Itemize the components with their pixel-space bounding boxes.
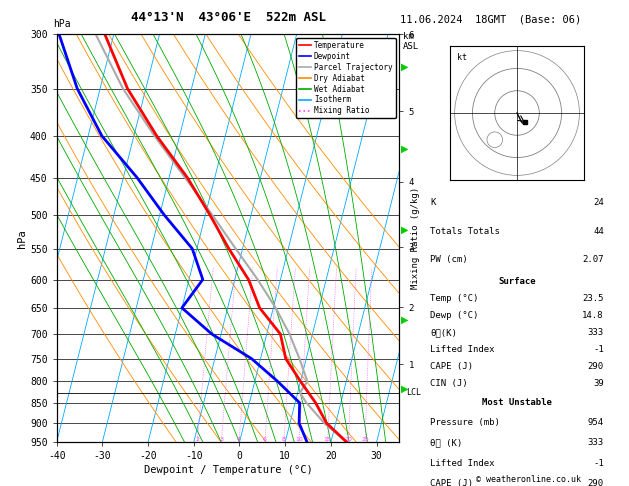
Text: CIN (J): CIN (J) bbox=[430, 379, 468, 388]
Text: Dewp (°C): Dewp (°C) bbox=[430, 311, 479, 320]
Text: 290: 290 bbox=[587, 479, 604, 486]
Text: Surface: Surface bbox=[498, 277, 536, 286]
Text: 24: 24 bbox=[593, 198, 604, 207]
Text: 39: 39 bbox=[593, 379, 604, 388]
Text: hPa: hPa bbox=[53, 19, 71, 29]
Text: ▶: ▶ bbox=[401, 143, 408, 153]
Text: ▶: ▶ bbox=[401, 315, 408, 325]
Text: 6: 6 bbox=[263, 437, 267, 442]
Text: -1: -1 bbox=[593, 459, 604, 468]
Text: -1: -1 bbox=[593, 345, 604, 354]
Text: 4: 4 bbox=[237, 437, 241, 442]
X-axis label: Dewpoint / Temperature (°C): Dewpoint / Temperature (°C) bbox=[143, 466, 313, 475]
Text: Lifted Index: Lifted Index bbox=[430, 459, 495, 468]
Text: 14.8: 14.8 bbox=[582, 311, 604, 320]
Text: 333: 333 bbox=[587, 328, 604, 337]
Text: Pressure (mb): Pressure (mb) bbox=[430, 418, 500, 427]
Text: 23.5: 23.5 bbox=[582, 294, 604, 303]
Text: 8: 8 bbox=[282, 437, 286, 442]
Text: Temp (°C): Temp (°C) bbox=[430, 294, 479, 303]
Text: 11.06.2024  18GMT  (Base: 06): 11.06.2024 18GMT (Base: 06) bbox=[400, 14, 581, 24]
Text: 3: 3 bbox=[220, 437, 223, 442]
Text: K: K bbox=[430, 198, 436, 207]
Text: 44: 44 bbox=[593, 226, 604, 236]
Text: 290: 290 bbox=[587, 362, 604, 371]
Text: PW (cm): PW (cm) bbox=[430, 255, 468, 264]
Text: 25: 25 bbox=[361, 437, 369, 442]
Text: Most Unstable: Most Unstable bbox=[482, 398, 552, 407]
Text: ▶: ▶ bbox=[401, 225, 408, 235]
Y-axis label: hPa: hPa bbox=[17, 229, 27, 247]
Text: 2.07: 2.07 bbox=[582, 255, 604, 264]
Text: θᴄ (K): θᴄ (K) bbox=[430, 438, 462, 448]
Text: ▶: ▶ bbox=[401, 62, 408, 71]
Text: Lifted Index: Lifted Index bbox=[430, 345, 495, 354]
Text: CAPE (J): CAPE (J) bbox=[430, 362, 473, 371]
Text: kt: kt bbox=[457, 52, 467, 62]
Text: ▶: ▶ bbox=[401, 384, 408, 394]
Text: 954: 954 bbox=[587, 418, 604, 427]
Text: 44°13'N  43°06'E  522m ASL: 44°13'N 43°06'E 522m ASL bbox=[130, 11, 326, 24]
Text: 333: 333 bbox=[587, 438, 604, 448]
Text: θᴄ(K): θᴄ(K) bbox=[430, 328, 457, 337]
Text: CAPE (J): CAPE (J) bbox=[430, 479, 473, 486]
Text: 10: 10 bbox=[295, 437, 303, 442]
Text: 2: 2 bbox=[195, 437, 199, 442]
Legend: Temperature, Dewpoint, Parcel Trajectory, Dry Adiabat, Wet Adiabat, Isotherm, Mi: Temperature, Dewpoint, Parcel Trajectory… bbox=[296, 38, 396, 119]
Text: 20: 20 bbox=[345, 437, 352, 442]
Text: Totals Totals: Totals Totals bbox=[430, 226, 500, 236]
Text: © weatheronline.co.uk: © weatheronline.co.uk bbox=[476, 474, 581, 484]
Text: LCL: LCL bbox=[406, 388, 421, 397]
Text: km
ASL: km ASL bbox=[403, 32, 419, 51]
Text: Mixing Ratio (g/kg): Mixing Ratio (g/kg) bbox=[411, 187, 420, 289]
Text: 15: 15 bbox=[324, 437, 331, 442]
